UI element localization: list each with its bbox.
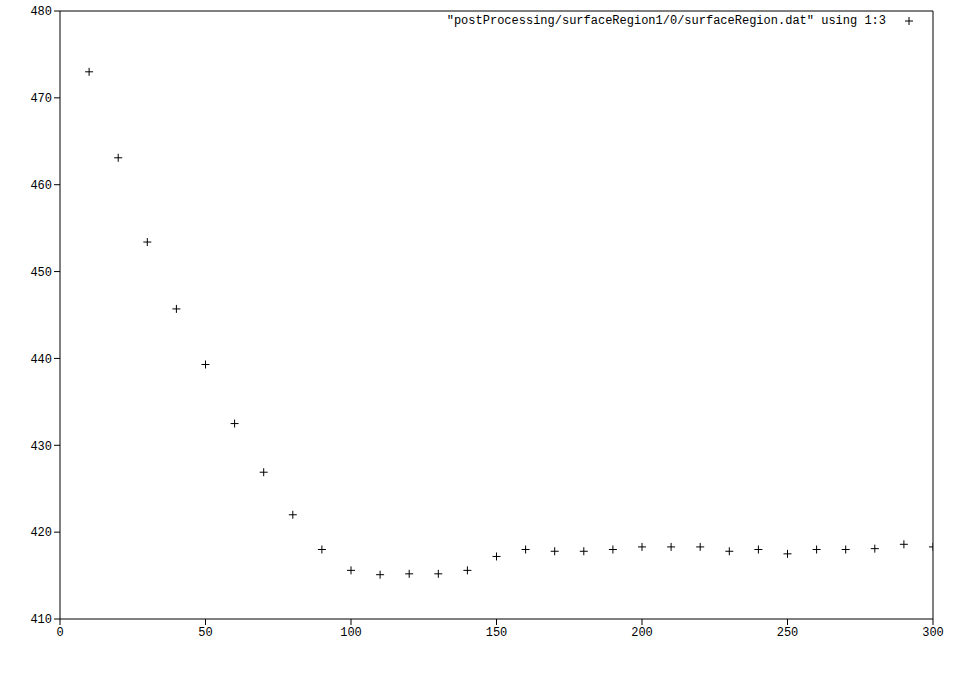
svg-text:420: 420 bbox=[30, 526, 52, 540]
svg-text:450: 450 bbox=[30, 266, 52, 280]
html-text:"postProcessing/surfaceRegion1: "postProcessing/surfaceRegion1/0/surface… bbox=[446, 14, 886, 28]
svg-text:100: 100 bbox=[340, 626, 362, 640]
svg-text:200: 200 bbox=[631, 626, 653, 640]
svg-text:480: 480 bbox=[30, 5, 52, 19]
svg-text:440: 440 bbox=[30, 353, 52, 367]
svg-text:250: 250 bbox=[777, 626, 799, 640]
svg-text:430: 430 bbox=[30, 440, 52, 454]
svg-text:50: 50 bbox=[198, 626, 212, 640]
svg-text:0: 0 bbox=[56, 626, 63, 640]
svg-text:470: 470 bbox=[30, 92, 52, 106]
svg-text:300: 300 bbox=[922, 626, 944, 640]
svg-text:460: 460 bbox=[30, 179, 52, 193]
svg-text:150: 150 bbox=[486, 626, 508, 640]
svg-text:410: 410 bbox=[30, 613, 52, 627]
